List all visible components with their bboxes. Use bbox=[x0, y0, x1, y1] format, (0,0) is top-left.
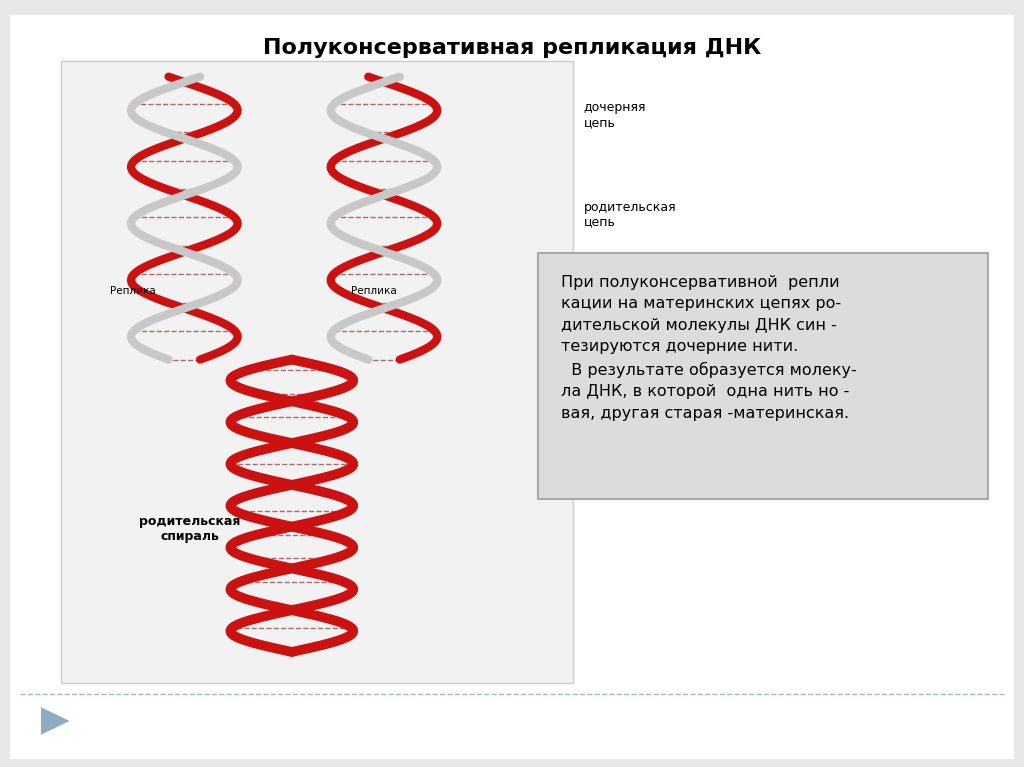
Text: При полуконсервативной  репли
кации на материнских цепях ро-
дительской молекулы: При полуконсервативной репли кации на ма… bbox=[561, 275, 857, 421]
Text: дочерняя
цепь: дочерняя цепь bbox=[584, 101, 646, 129]
Text: Реплика: Реплика bbox=[351, 285, 396, 295]
FancyBboxPatch shape bbox=[10, 15, 1014, 759]
Text: Полуконсервативная репликация ДНК: Полуконсервативная репликация ДНК bbox=[263, 38, 761, 58]
Polygon shape bbox=[41, 707, 70, 735]
Text: родительская
спираль: родительская спираль bbox=[139, 515, 240, 543]
FancyBboxPatch shape bbox=[538, 253, 988, 499]
Text: родительская
цепь: родительская цепь bbox=[584, 201, 676, 229]
Text: Реплика: Реплика bbox=[111, 285, 156, 295]
FancyBboxPatch shape bbox=[61, 61, 573, 683]
